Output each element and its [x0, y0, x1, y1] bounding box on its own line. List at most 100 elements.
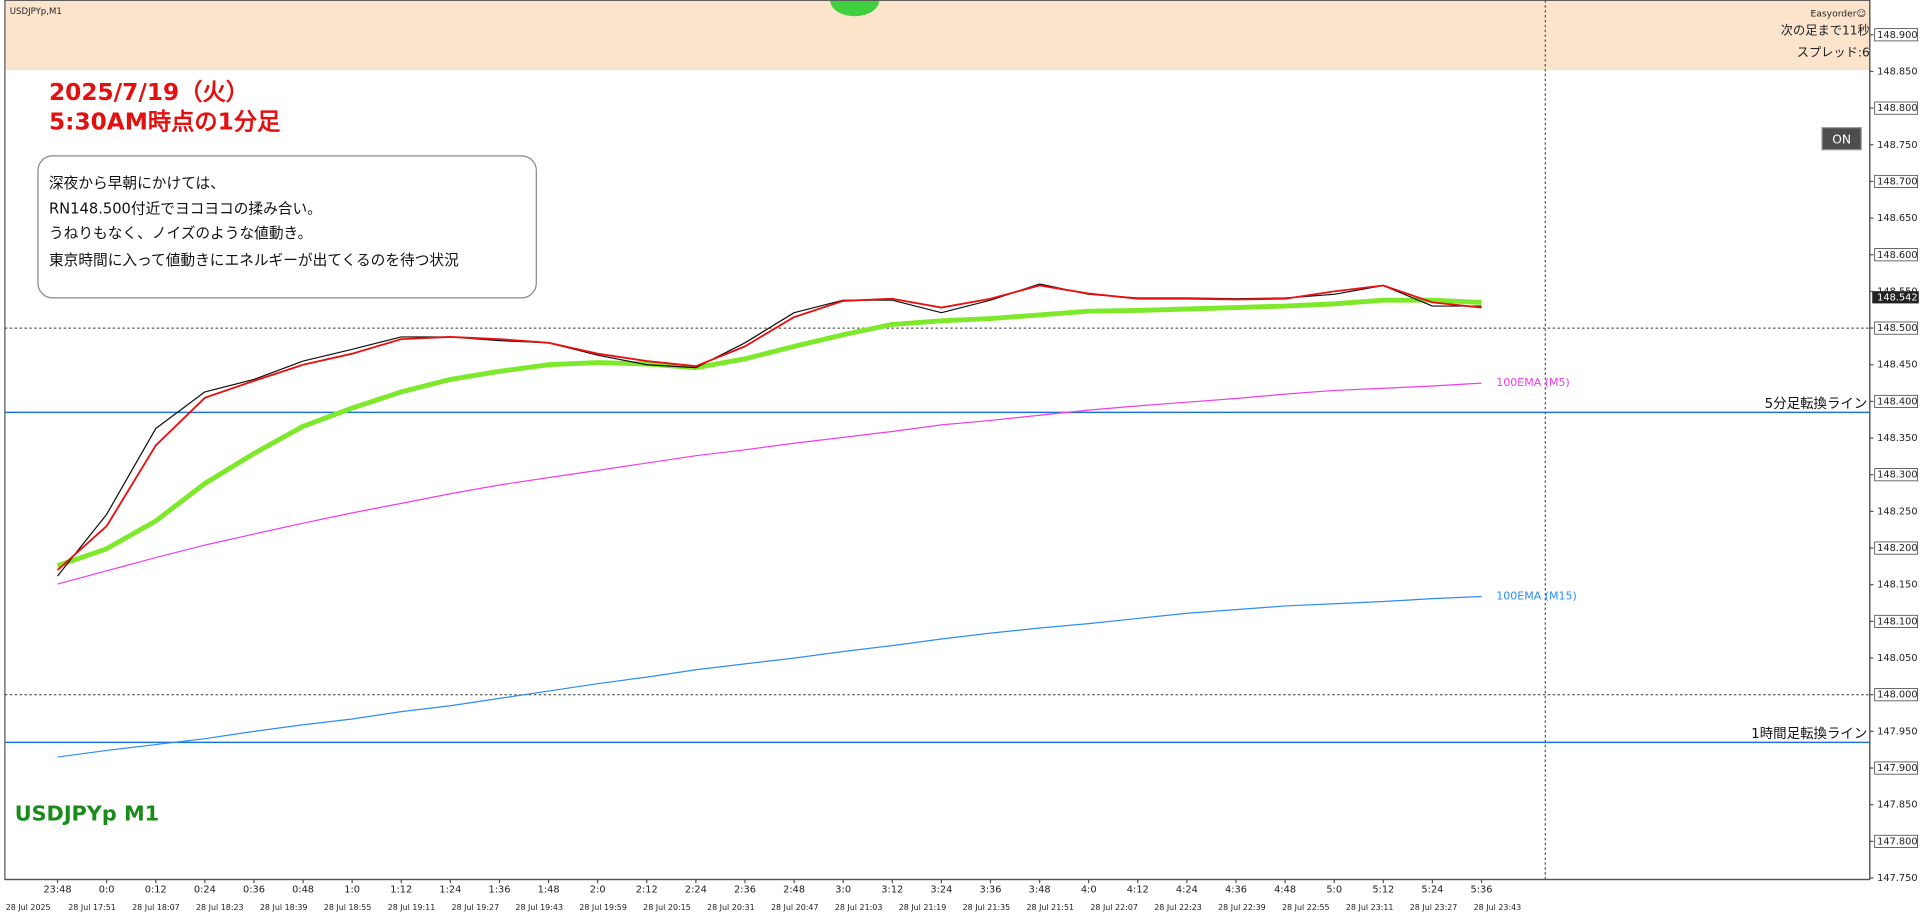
x-tick-label: 4:12 — [1127, 884, 1149, 895]
date-label: 28 Jul 22:23 — [1154, 903, 1202, 912]
x-tick-label: 0:24 — [194, 884, 216, 895]
x-tick-label: 5:24 — [1421, 884, 1443, 895]
y-tick-label: 148.050 — [1877, 653, 1917, 664]
x-tick-label: 2:12 — [636, 884, 658, 895]
y-tick-label: 148.400 — [1877, 396, 1917, 407]
date-label: 28 Jul 19:11 — [388, 903, 436, 912]
y-tick-label: 148.500 — [1877, 323, 1917, 334]
y-tick-label: 148.300 — [1877, 470, 1917, 481]
y-tick-label: 148.150 — [1877, 580, 1917, 591]
date-label: 28 Jul 21:03 — [835, 903, 883, 912]
x-tick-label: 5:12 — [1372, 884, 1394, 895]
note-line: 東京時間に入って値動きにエネルギーが出てくるのを待つ状況 — [49, 252, 459, 269]
x-tick-label: 1:24 — [439, 884, 461, 895]
note-box — [37, 155, 537, 299]
date-label: 28 Jul 23:11 — [1346, 903, 1394, 912]
x-tick-label: 5:0 — [1326, 884, 1342, 895]
on-button[interactable] — [1821, 127, 1862, 151]
title: 2025/7/19（火） — [49, 79, 249, 106]
date-label: 28 Jul 18:23 — [196, 903, 244, 912]
x-tick-label: 3:48 — [1029, 884, 1051, 895]
series-line — [56, 284, 1482, 571]
date-label: 28 Jul 21:19 — [899, 903, 947, 912]
y-tick-box — [1874, 761, 1918, 775]
panel-name: Easyorder☺ — [1810, 8, 1866, 19]
y-tick-label: 148.000 — [1877, 690, 1917, 701]
date-label: 28 Jul 19:59 — [579, 903, 627, 912]
date-label: 28 Jul 20:15 — [643, 903, 691, 912]
x-tick-label: 1:48 — [538, 884, 560, 895]
x-tick-label: 0:48 — [292, 884, 314, 895]
x-tick-label: 1:12 — [390, 884, 412, 895]
y-tick-label: 148.900 — [1877, 30, 1917, 41]
note-line: 深夜から早朝にかけては、 — [49, 175, 225, 192]
date-label: 28 Jul 18:07 — [132, 903, 180, 912]
series-line — [56, 297, 1482, 568]
y-tick-label: 147.950 — [1877, 726, 1917, 737]
y-tick-label: 148.650 — [1877, 213, 1917, 224]
y-tick-label: 147.750 — [1877, 873, 1917, 884]
y-tick-label: 147.800 — [1877, 836, 1917, 847]
y-tick-label: 148.750 — [1877, 140, 1917, 151]
current-price-label: 148.542 — [1877, 292, 1917, 303]
y-tick-box — [1874, 394, 1918, 408]
date-label: 28 Jul 20:31 — [707, 903, 755, 912]
date-label: 28 Jul 19:27 — [452, 903, 500, 912]
y-tick-box — [1874, 174, 1918, 188]
note-line: うねりもなく、ノイズのような値動き。 — [49, 225, 312, 242]
series-label: 100EMA (M15) — [1496, 589, 1577, 602]
y-tick-label: 148.450 — [1877, 360, 1917, 371]
x-tick-label: 0:36 — [243, 884, 265, 895]
symbol-label: USDJPYp,M1 — [10, 7, 62, 17]
countdown: 次の足まで11秒 — [1781, 23, 1870, 37]
x-tick-label: 2:36 — [734, 884, 756, 895]
watermark: USDJPYp M1 — [15, 802, 159, 826]
x-tick-label: 3:24 — [930, 884, 952, 895]
y-tick-label: 148.700 — [1877, 176, 1917, 187]
level-label: 1時間足転換ライン — [1751, 726, 1867, 742]
x-tick-label: 2:24 — [685, 884, 707, 895]
x-tick-label: 23:48 — [43, 884, 71, 895]
date-label: 28 Jul 18:39 — [260, 903, 308, 912]
x-tick-label: 4:24 — [1176, 884, 1198, 895]
x-tick-label: 3:12 — [881, 884, 903, 895]
y-tick-label: 148.200 — [1877, 543, 1917, 554]
y-tick-box — [1874, 468, 1918, 482]
date-label: 28 Jul 19:43 — [515, 903, 563, 912]
date-label: 28 Jul 2025 — [6, 903, 51, 912]
date-label: 28 Jul 18:55 — [324, 903, 372, 912]
note-line: RN148.500付近でヨコヨコの揉み合い。 — [49, 201, 322, 218]
y-tick-label: 148.600 — [1877, 250, 1917, 261]
x-tick-label: 1:36 — [488, 884, 510, 895]
y-tick-box — [1874, 834, 1918, 848]
spread: スプレッド:6 — [1797, 45, 1870, 59]
y-tick-box — [1874, 321, 1918, 335]
x-tick-label: 1:0 — [344, 884, 360, 895]
series-line — [57, 595, 1482, 758]
y-tick-label: 147.900 — [1877, 763, 1917, 774]
series-line — [57, 382, 1482, 585]
date-label: 28 Jul 22:55 — [1282, 903, 1330, 912]
y-tick-box — [1874, 248, 1918, 262]
date-label: 28 Jul 22:39 — [1218, 903, 1266, 912]
x-tick-label: 4:36 — [1225, 884, 1247, 895]
current-price-box — [1872, 291, 1919, 304]
date-label: 28 Jul 17:51 — [68, 903, 116, 912]
y-tick-box — [1874, 541, 1918, 555]
y-tick-box — [1874, 101, 1918, 115]
header-band — [4, 0, 1870, 71]
date-label: 28 Jul 22:07 — [1090, 903, 1138, 912]
x-tick-label: 0:0 — [99, 884, 115, 895]
title: 5:30AM時点の1分足 — [49, 108, 281, 135]
status-dot — [830, 0, 880, 17]
date-label: 28 Jul 21:35 — [963, 903, 1011, 912]
on-button-label[interactable]: ON — [1832, 132, 1851, 146]
y-tick-label: 147.850 — [1877, 800, 1917, 811]
date-label: 28 Jul 23:43 — [1474, 903, 1522, 912]
x-tick-label: 5:36 — [1471, 884, 1493, 895]
x-tick-label: 2:0 — [590, 884, 606, 895]
x-tick-label: 3:0 — [835, 884, 851, 895]
x-tick-label: 4:0 — [1081, 884, 1097, 895]
